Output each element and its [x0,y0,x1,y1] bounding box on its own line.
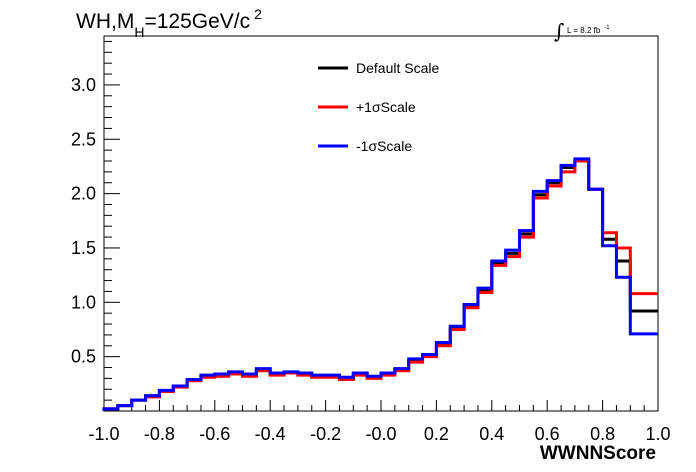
luminosity-superscript: -1 [604,25,610,31]
y-tick-label: 1.0 [71,292,96,312]
axes: -1.0 -0.8 -0.6 -0.4 -0.2 -0.0 0.2 0.4 0.6 0.8 1.0 0… [71,40,671,444]
svg-text:WH,MH=125GeV/c2: WH,MH=125GeV/c 2 [76,6,262,40]
y-tick-label: 2.0 [71,184,96,204]
title-rest: =125GeV/c [144,10,250,33]
x-tick-label: -0.0 [365,424,396,444]
y-tick-label: 2.5 [71,129,96,149]
series-line-2 [102,157,658,411]
y-tick-label: 1.5 [71,238,96,258]
x-tick-label: 0.4 [479,424,504,444]
chart-title: WH,MH=125GeV/c 2 [76,6,262,40]
title-main: WH,M [76,10,134,33]
x-tick-label: 1.0 [645,424,670,444]
y-tick-label: 0.5 [71,347,96,367]
x-tick-label: -0.4 [255,424,286,444]
legend-label: Default Scale [356,60,439,76]
luminosity-text: L = 8.2 fb [567,26,601,35]
integral-sign: ∫ [554,19,564,43]
x-tick-label: -0.6 [199,424,230,444]
x-tick-label: 0.2 [424,424,449,444]
svg-text:L = 8.2 fb-1: L = 8.2 fb -1 [567,25,610,35]
title-superscript: 2 [254,6,262,22]
x-tick-label: -0.8 [144,424,175,444]
x-tick-label: -0.2 [310,424,341,444]
legend-label: -1σScale [356,138,412,154]
x-tick-label: -1.0 [88,424,119,444]
x-axis-label: WWNNScore [540,443,656,464]
series-lines [102,157,658,411]
legend: Default Scale +1σScale -1σScale [318,60,439,154]
x-tick-label: 0.8 [590,424,615,444]
y-tick-label: 3.0 [71,75,96,95]
legend-label: +1σScale [356,99,416,115]
luminosity-label: ∫ L = 8.2 fb -1 [554,19,610,43]
x-tick-label: 0.6 [535,424,560,444]
title-subscript: H [134,24,144,40]
